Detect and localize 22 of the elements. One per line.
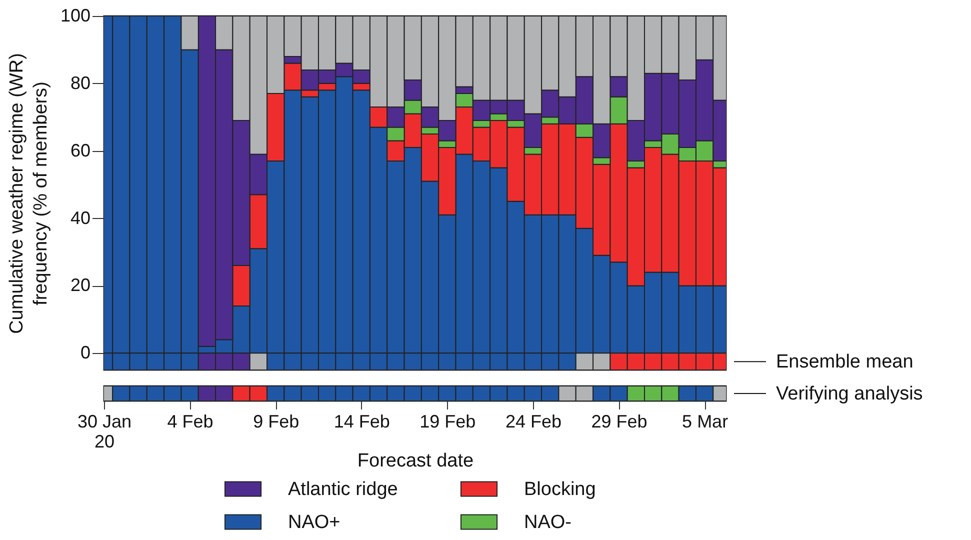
y-tick-label: 100 [60,6,90,26]
x-tick-label: 5 Mar [682,412,728,432]
legend-label: Atlantic ridge [288,479,398,500]
x-tick-label: 24 Feb [505,412,562,432]
y-tick-label: 80 [70,72,90,93]
x-tick-label: 4 Feb [167,412,214,432]
y-axis-title: Cumulative weather regime (WR) frequency (% of members) [6,53,52,334]
legend-label: NAO- [524,512,572,533]
x-tick-label: 30 Jan 20 [77,412,132,452]
legend-label: NAO+ [288,512,340,533]
y-tick-label: 40 [70,208,90,228]
legend-label: Blocking [524,479,596,500]
x-tick-label: 9 Feb [253,412,300,432]
x-tick-label: 14 Feb [334,412,390,432]
x-tick-label: 19 Feb [420,412,476,432]
x-axis-title: Forecast date [357,450,474,472]
text: Verifying analysis [776,384,923,404]
y-tick-label: 20 [70,275,90,296]
x-tick-label: 29 Feb [591,412,648,432]
y-tick-label: 0 [80,342,90,363]
text: Ensemble mean [776,352,914,373]
y-tick-label: 60 [70,140,90,160]
